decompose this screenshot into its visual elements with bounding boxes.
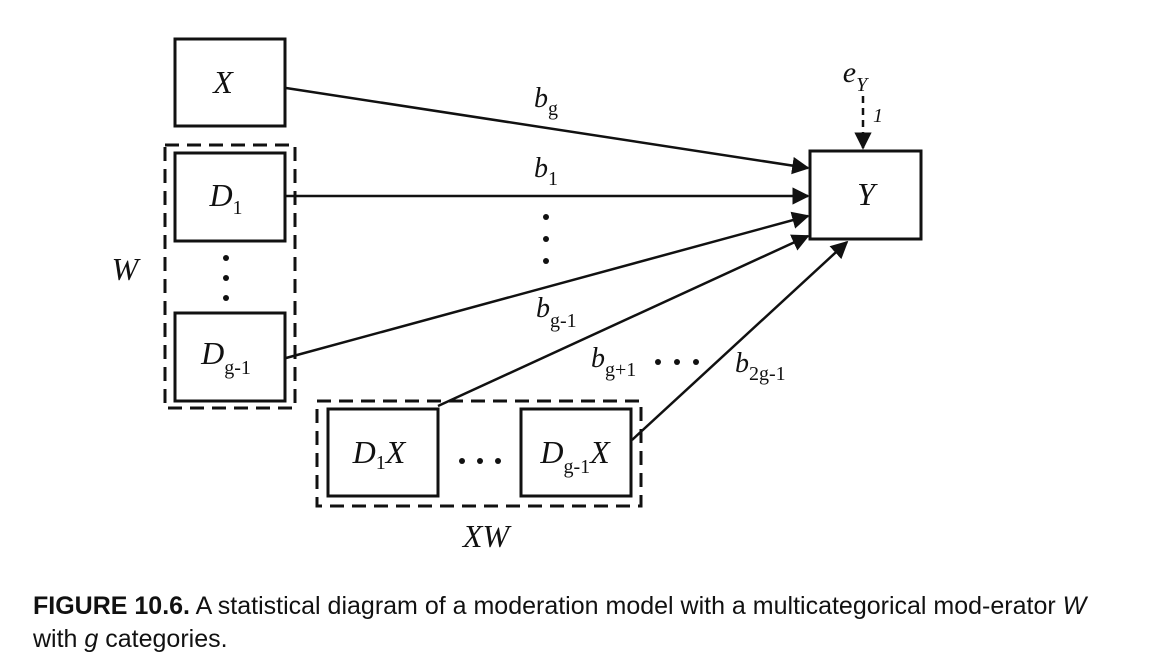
error-term-label: eY [843,56,869,96]
caption-text-2: with [33,625,85,653]
caption-g: g [84,625,99,653]
group-xw-label: XW [461,518,513,554]
node-y-box [808,149,923,241]
node-dg1-label: Dg-1 [200,335,251,379]
caption-text-3: categories. [98,625,228,653]
group-w-label: W [112,251,142,287]
path-d1x-to-y [437,234,810,408]
node-d1x-box [326,407,440,498]
caption-text-1: A statistical diagram of a moderation mo… [190,592,1063,620]
figure-caption: FIGURE 10.6. A statistical diagram of a … [33,590,1123,656]
xw-group-outline [315,399,643,508]
error-weight-label: 1 [873,105,883,127]
coefficient-b1: b1 [534,153,558,190]
coefficient-bg1: bg-1 [536,293,577,332]
coefficient-b2g1: b2g-1 [735,348,786,385]
path-dg1-to-y [285,211,810,360]
moderation-diagram: X D1 Dg-1 D1X Dg-1X Y eY W XW bg b1 bg-1… [112,37,923,554]
node-d1x-label: D1X [352,434,407,474]
vertical-ellipsis-w-group [223,255,229,301]
node-d1-box [173,151,287,243]
caption-w: W [1062,592,1087,620]
vertical-ellipsis-paths [543,214,549,264]
node-x-box [173,37,287,128]
horizontal-ellipsis-xw-group [459,458,501,464]
coefficient-bgp1: bg+1 [591,343,636,381]
node-dg1-box [173,311,287,403]
coefficient-bg: bg [534,83,558,120]
node-y-label: Y [857,176,878,212]
node-d1-label: D1 [208,177,242,219]
node-dg1x-box [519,407,633,498]
figure-label: FIGURE 10.6. [33,592,190,620]
node-x-label: X [211,64,234,100]
path-dg1x-to-y [631,240,849,441]
path-x-to-y [285,86,810,175]
node-dg1x-label: Dg-1X [539,434,611,478]
horizontal-ellipsis-paths [655,359,699,365]
